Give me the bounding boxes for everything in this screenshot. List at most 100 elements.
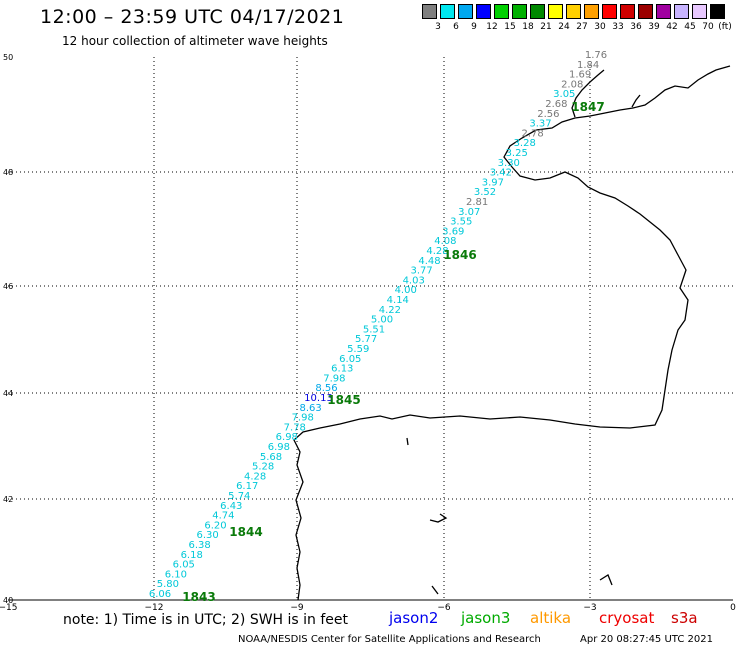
- units-note: note: 1) Time is in UTC; 2) SWH is in fe…: [63, 612, 349, 628]
- wave-height-value: 3.97: [482, 177, 504, 188]
- color-scale-label: 18: [522, 22, 534, 32]
- wave-height-value: 5.68: [260, 452, 282, 463]
- coastline-segment: [293, 65, 731, 601]
- color-swatch: [620, 4, 635, 19]
- wave-height-value: 6.17: [236, 481, 258, 492]
- color-scale-label: 30: [594, 22, 606, 32]
- wave-height-value: 5.74: [228, 491, 250, 502]
- wave-height-value: 3.07: [458, 207, 480, 218]
- coastline-segment: [599, 574, 613, 586]
- wave-height-value: 3.69: [442, 226, 464, 237]
- color-scale-label: 42: [666, 22, 678, 32]
- wave-height-value: 7.98: [292, 413, 314, 424]
- wave-height-value: 6.05: [339, 354, 361, 365]
- wave-height-value: 3.30: [498, 158, 520, 169]
- wave-height-value: 7.78: [284, 422, 306, 433]
- pass-labels: 1843 1844 1845 1846 1847: [182, 100, 604, 604]
- pass-number-label: 1843: [182, 590, 215, 604]
- lon-tick-label: −9: [290, 603, 304, 613]
- wave-height-value: 5.77: [355, 334, 377, 345]
- wave-height-value: 3.28: [514, 138, 536, 149]
- wave-height-value: 4.28: [426, 246, 448, 257]
- coastline: [293, 65, 731, 601]
- wave-height-value: 1.84: [577, 60, 599, 71]
- wave-height-value: 2.08: [561, 79, 583, 90]
- color-swatch: [548, 4, 563, 19]
- wave-height-value: 3.25: [506, 148, 528, 159]
- wave-height-value: 3.77: [410, 266, 432, 277]
- wave-height-value: 5.80: [157, 579, 179, 590]
- credit-line: NOAA/NESDIS Center for Satellite Applica…: [238, 634, 541, 645]
- lat-tick-label: 50: [3, 53, 13, 62]
- wave-height-value: 3.05: [553, 89, 575, 100]
- lat-tick-label: 46: [3, 282, 13, 291]
- coastline-segment: [571, 69, 605, 118]
- coastline-segment: [631, 94, 641, 108]
- lat-tick-label: 44: [3, 389, 13, 398]
- satellite-legend-item: s3a: [671, 609, 698, 627]
- color-scale-label: 15: [504, 22, 516, 32]
- color-swatch: [440, 4, 455, 19]
- color-swatch: [530, 4, 545, 19]
- coastline-segment: [429, 513, 448, 523]
- wave-height-value: 2.81: [466, 197, 488, 208]
- wave-height-value: 6.20: [204, 520, 226, 531]
- color-swatch: [566, 4, 581, 19]
- wave-height-value: 3.42: [490, 168, 512, 179]
- color-swatch: [584, 4, 599, 19]
- color-swatch: [458, 4, 473, 19]
- wave-height-value: 4.03: [403, 275, 425, 286]
- color-scale-label: 45: [684, 22, 696, 32]
- color-scale-label: 27: [576, 22, 588, 32]
- wave-height-value: 6.05: [173, 560, 195, 571]
- color-scale-label: 21: [540, 22, 552, 32]
- wave-height-value: 4.14: [387, 295, 409, 306]
- coastline-segment: [431, 585, 439, 595]
- color-swatch: [476, 4, 491, 19]
- pass-number-label: 1847: [571, 100, 604, 114]
- color-swatch: [422, 4, 437, 19]
- lon-tick-label: 0: [730, 603, 736, 613]
- wave-height-value: 5.00: [371, 315, 393, 326]
- wave-height-value: 6.06: [149, 589, 171, 600]
- map-subtitle: 12 hour collection of altimeter wave hei…: [62, 34, 328, 48]
- wave-height-value: 6.13: [331, 364, 353, 375]
- pass-number-label: 1846: [443, 248, 476, 262]
- color-scale-label: 6: [453, 22, 459, 32]
- satellite-legend-item: jason3: [461, 609, 511, 627]
- wave-height-value: 6.98: [276, 432, 298, 443]
- wave-height-value: 5.59: [347, 344, 369, 355]
- wave-height-value: 6.18: [181, 550, 203, 561]
- wave-height-value: 6.38: [188, 540, 210, 551]
- satellite-legend-item: altika: [530, 609, 572, 627]
- lon-tick-label: −12: [145, 603, 164, 613]
- coastline-segment: [406, 437, 409, 446]
- wave-height-value: 4.22: [379, 305, 401, 316]
- color-scale-label: 70: [702, 22, 714, 32]
- color-scale-label: 39: [648, 22, 660, 32]
- lat-tick-label: 42: [3, 495, 13, 504]
- wave-height-value: 4.28: [244, 471, 266, 482]
- color-scale-label: 9: [471, 22, 477, 32]
- pass-number-label: 1845: [327, 393, 360, 407]
- wave-height-value: 4.00: [395, 285, 417, 296]
- color-scale-label: 12: [486, 22, 498, 32]
- color-scale-label: 33: [612, 22, 624, 32]
- lon-tick-label: −6: [437, 603, 451, 613]
- wave-height-values: 6.065.806.106.056.186.386.306.204.746.43…: [149, 50, 607, 600]
- color-scale-unit: (ft): [718, 22, 732, 32]
- color-swatch: [692, 4, 707, 19]
- color-swatch: [512, 4, 527, 19]
- color-swatch: [674, 4, 689, 19]
- wave-height-value: 1.69: [569, 70, 591, 81]
- wave-height-value: 3.55: [450, 217, 472, 228]
- wave-height-value: 2.68: [545, 99, 567, 110]
- color-scale-label: 36: [630, 22, 642, 32]
- color-swatch: [656, 4, 671, 19]
- satellite-legend-item: jason2: [389, 609, 439, 627]
- axis-tick-labels: −15 −12 −9 −6 −3 0 50 48 46 44 42 40: [0, 53, 736, 613]
- wave-height-value: 8.63: [299, 403, 321, 414]
- color-swatch: [494, 4, 509, 19]
